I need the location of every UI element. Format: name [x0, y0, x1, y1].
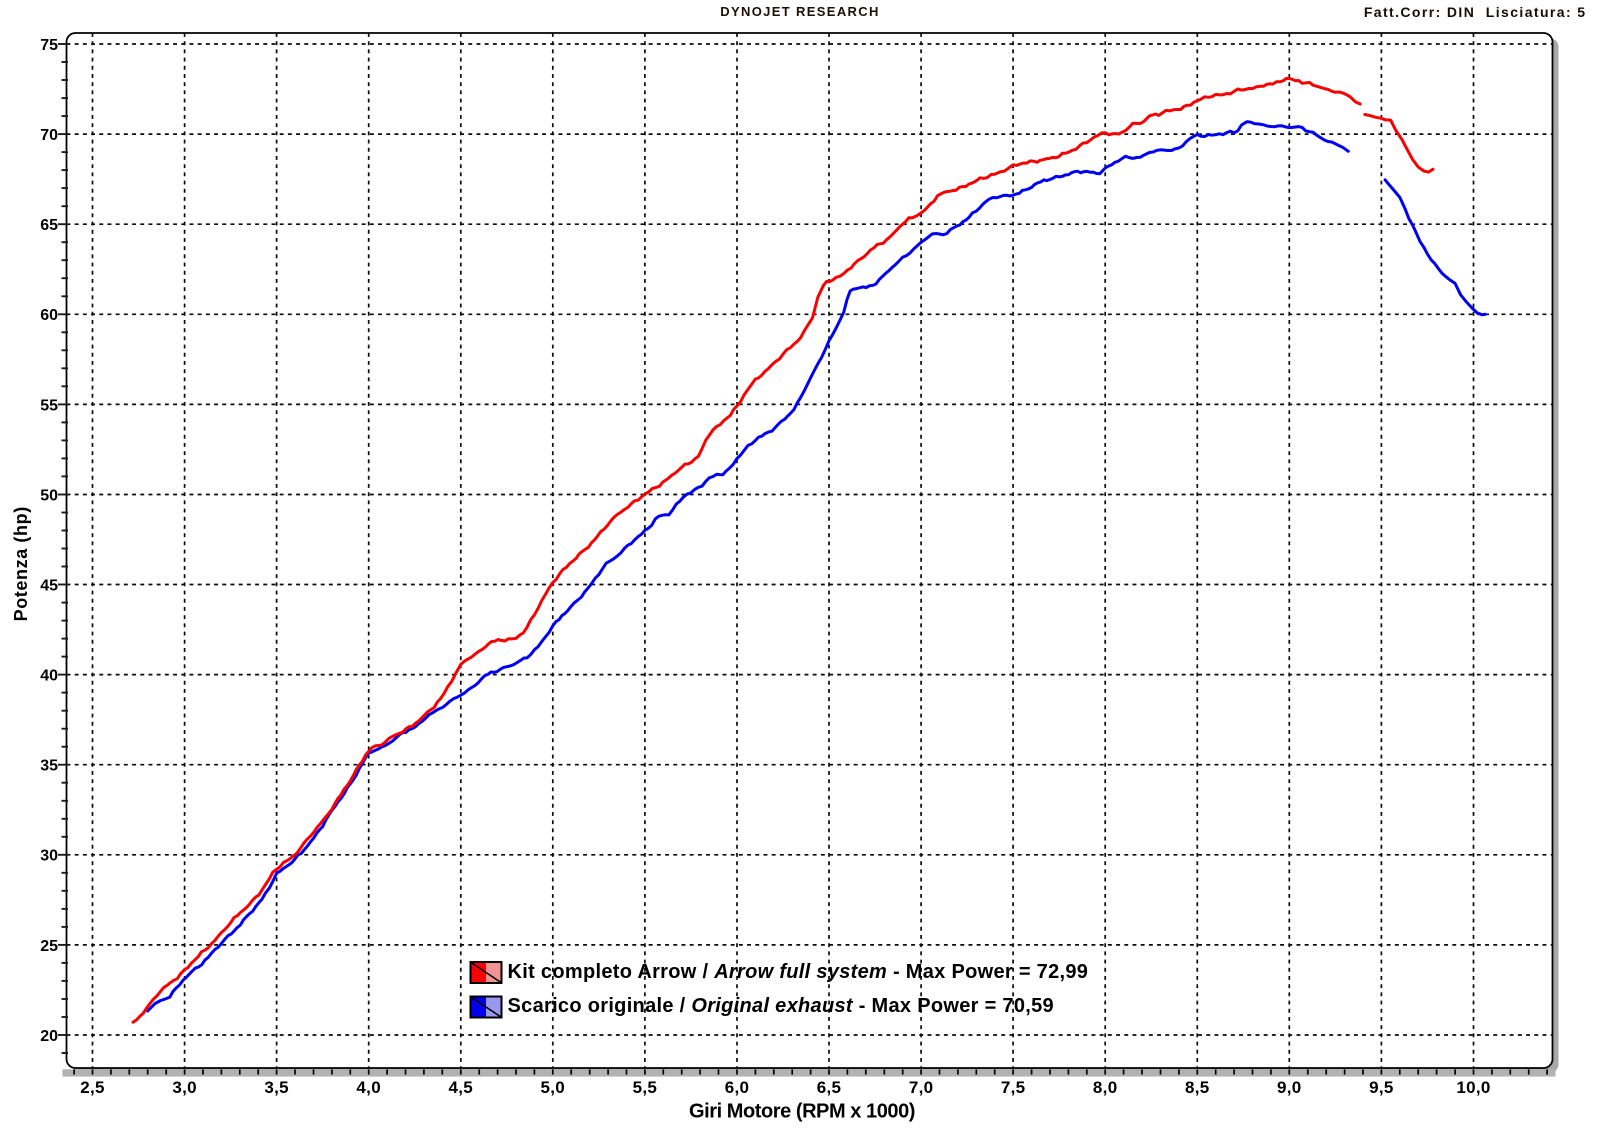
svg-text:Scarico originale / Original e: Scarico originale / Original exhaust - M…	[508, 995, 1054, 1017]
svg-text:35: 35	[40, 758, 58, 775]
svg-text:3,5: 3,5	[264, 1078, 289, 1097]
svg-text:7,5: 7,5	[1001, 1078, 1026, 1097]
svg-text:65: 65	[40, 217, 58, 234]
svg-text:40: 40	[40, 668, 58, 685]
svg-text:10,0: 10,0	[1456, 1078, 1490, 1097]
svg-text:Potenza (hp): Potenza (hp)	[11, 506, 31, 621]
svg-text:5,5: 5,5	[633, 1078, 658, 1097]
svg-text:3,0: 3,0	[172, 1078, 197, 1097]
svg-text:6,5: 6,5	[817, 1078, 842, 1097]
svg-text:Fatt.Corr: DIN Lisciatura: 5: Fatt.Corr: DIN Lisciatura: 5	[1364, 4, 1587, 20]
svg-text:20: 20	[40, 1028, 58, 1045]
svg-text:Giri Motore (RPM x 1000): Giri Motore (RPM x 1000)	[689, 1100, 915, 1122]
svg-text:75: 75	[40, 37, 58, 54]
svg-text:30: 30	[40, 848, 58, 865]
svg-text:8,5: 8,5	[1185, 1078, 1210, 1097]
svg-text:7,0: 7,0	[909, 1078, 934, 1097]
svg-text:5,0: 5,0	[541, 1078, 566, 1097]
svg-text:9,5: 9,5	[1369, 1078, 1394, 1097]
svg-text:50: 50	[40, 487, 58, 504]
svg-text:25: 25	[40, 938, 58, 955]
svg-text:4,5: 4,5	[449, 1078, 474, 1097]
svg-text:60: 60	[40, 307, 58, 324]
svg-text:2,5: 2,5	[80, 1078, 105, 1097]
svg-text:45: 45	[40, 577, 58, 594]
svg-text:55: 55	[40, 397, 58, 414]
svg-text:Kit completo Arrow / Arrow ful: Kit completo Arrow / Arrow full system -…	[508, 961, 1089, 983]
svg-text:9,0: 9,0	[1277, 1078, 1302, 1097]
svg-text:8,0: 8,0	[1093, 1078, 1118, 1097]
svg-text:DYNOJET RESEARCH: DYNOJET RESEARCH	[720, 4, 880, 19]
svg-text:4,0: 4,0	[356, 1078, 381, 1097]
svg-text:70: 70	[40, 127, 58, 144]
svg-text:6,0: 6,0	[725, 1078, 750, 1097]
